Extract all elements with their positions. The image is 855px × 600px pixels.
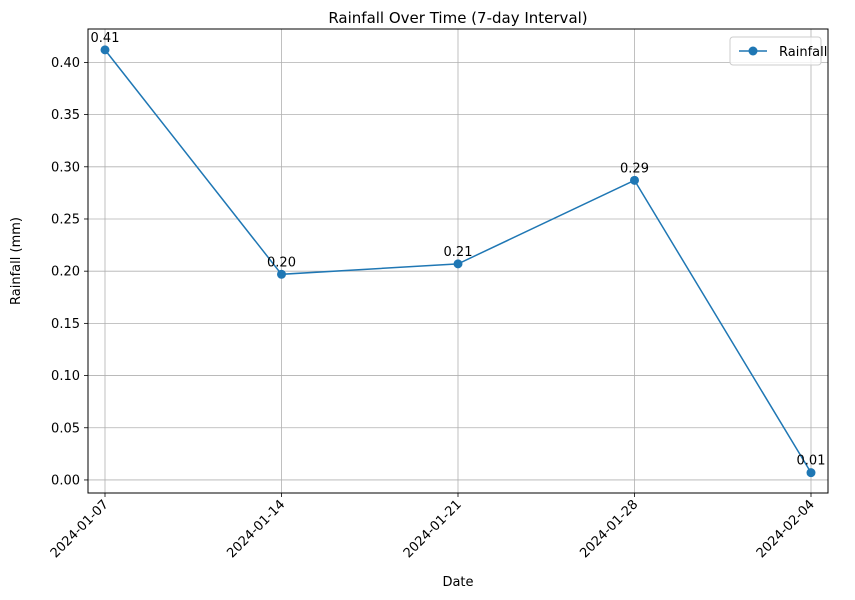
x-axis-ticks: 2024-01-07 2024-01-14 2024-01-21 2024-01-28… xyxy=(48,493,818,561)
x-tick-label: 2024-01-21 xyxy=(401,497,465,561)
y-tick-label: 0.05 xyxy=(51,421,80,436)
y-axis-label: Rainfall (mm) xyxy=(9,217,24,305)
y-tick-label: 0.30 xyxy=(51,160,80,175)
data-label: 0.01 xyxy=(797,454,826,469)
legend-box xyxy=(729,36,822,66)
grid-layer xyxy=(88,29,828,493)
legend: Rainfall xyxy=(729,36,827,66)
y-tick-label: 0.25 xyxy=(51,212,80,227)
x-tick-label: 2024-01-14 xyxy=(224,497,288,561)
x-tick-label: 2024-02-04 xyxy=(754,497,818,561)
legend-marker-sample xyxy=(748,46,758,56)
y-tick-label: 0.15 xyxy=(51,317,80,332)
x-tick-label: 2024-01-28 xyxy=(577,497,641,561)
data-label: 0.20 xyxy=(267,255,296,270)
legend-label-rainfall: Rainfall xyxy=(779,45,827,60)
y-tick-label: 0.00 xyxy=(51,473,80,488)
chart-title: Rainfall Over Time (7-day Interval) xyxy=(328,9,587,27)
y-tick-label: 0.20 xyxy=(51,265,80,280)
data-label: 0.21 xyxy=(444,245,473,260)
data-point xyxy=(453,259,463,269)
data-label: 0.29 xyxy=(620,161,649,176)
data-point xyxy=(277,269,286,279)
x-tick-label: 2024-01-07 xyxy=(48,497,112,561)
data-label-layer: 0.41 0.20 0.21 0.29 0.01 xyxy=(91,31,826,469)
x-axis-label: Date xyxy=(442,575,473,590)
data-label: 0.41 xyxy=(91,31,120,46)
series-layer xyxy=(100,45,816,478)
y-axis-ticks: 0.00 0.05 0.10 0.15 0.20 0.25 0.30 0.35 0.40 xyxy=(51,56,88,488)
y-tick-label: 0.35 xyxy=(51,108,80,123)
data-point xyxy=(630,175,639,185)
y-tick-label: 0.40 xyxy=(51,56,80,71)
data-point xyxy=(100,45,110,55)
data-point xyxy=(806,468,816,478)
y-tick-label: 0.10 xyxy=(51,369,80,384)
